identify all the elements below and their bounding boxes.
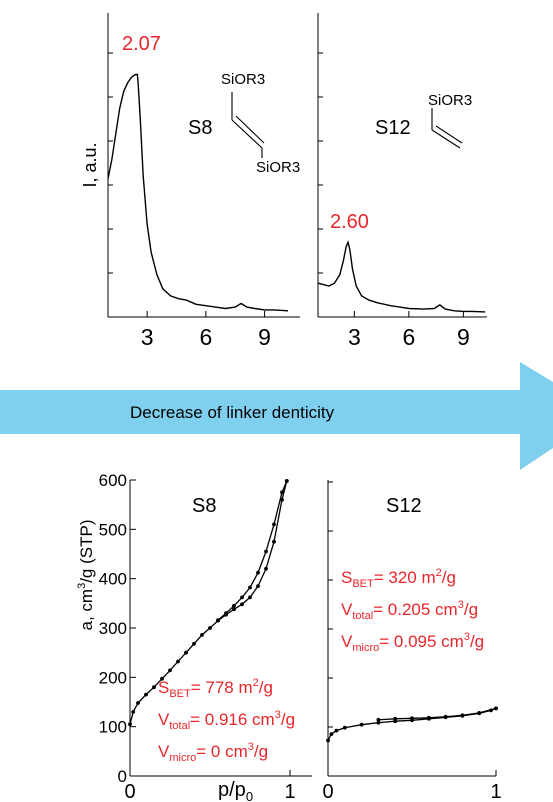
data-point xyxy=(426,715,431,720)
data-point xyxy=(256,570,260,575)
y-tick-label: 600 xyxy=(99,471,127,490)
data-point xyxy=(168,668,172,673)
peak-label-s12: 2.60 xyxy=(330,211,369,233)
x-tick-label: 1 xyxy=(490,781,501,802)
data-point xyxy=(280,490,284,495)
xrd-panel-s8: 3 6 9 I, a.u. 2.07 S8 SiOR3 SiOR3 xyxy=(80,13,300,350)
data-point xyxy=(224,611,228,616)
data-point xyxy=(136,701,140,705)
data-point xyxy=(248,595,252,600)
x-tick-label: 6 xyxy=(199,324,212,350)
data-point xyxy=(248,585,252,590)
panel-title: S8 xyxy=(192,495,216,517)
y-tick-label: 100 xyxy=(99,718,127,737)
xrd-curve-s8 xyxy=(107,73,289,312)
data-point xyxy=(160,676,164,681)
data-point xyxy=(329,732,334,736)
annotation-text: Vmicro= 0.095 cm3/g xyxy=(341,631,484,654)
x-tick-label: 9 xyxy=(457,324,470,350)
data-point xyxy=(477,711,482,715)
data-point xyxy=(240,602,244,607)
data-point xyxy=(272,539,276,544)
y-tick-label: 0 xyxy=(118,767,127,786)
structure-s8 xyxy=(231,92,265,158)
data-point xyxy=(359,722,364,727)
y-axis-label: a, cm3/g (STP) xyxy=(76,520,96,631)
isotherm-panel-s12: 0 1 S12 SBET= 320 m2/g Vtotal= 0.205 cm3/g… xyxy=(322,480,502,802)
data-point xyxy=(264,549,268,554)
peak-label-s8: 2.07 xyxy=(122,33,161,55)
data-point xyxy=(208,626,212,630)
annotation-text: Vtotal= 0.205 cm3/g xyxy=(341,599,478,622)
data-point xyxy=(443,714,448,719)
data-point xyxy=(128,722,132,727)
data-point xyxy=(376,720,381,725)
x-axis-label: p/p0 xyxy=(218,779,253,802)
data-point xyxy=(232,607,236,612)
annotation-text: Vmicro= 0 cm3/g xyxy=(158,741,268,764)
isotherm-branch xyxy=(129,480,288,725)
structure-label-top: SiOR3 xyxy=(221,71,265,88)
data-point xyxy=(144,692,148,697)
data-point xyxy=(176,659,180,664)
direction-arrow: Decrease of linker denticity xyxy=(0,362,553,470)
sample-label-s12: S12 xyxy=(375,117,411,139)
annotation-text: SBET= 778 m2/g xyxy=(158,677,273,700)
data-point xyxy=(184,650,188,655)
structure-label: SiOR3 xyxy=(428,92,472,109)
data-point xyxy=(264,566,268,571)
data-point xyxy=(342,725,347,730)
x-tick-label: 3 xyxy=(141,324,154,350)
annotation-text: SBET= 320 m2/g xyxy=(341,567,456,590)
data-point xyxy=(410,716,414,721)
x-tick-label: 0 xyxy=(322,781,333,802)
data-point xyxy=(460,713,465,718)
x-tick-label: 6 xyxy=(402,324,415,350)
sample-label-s8: S8 xyxy=(188,117,212,139)
data-point xyxy=(216,618,220,622)
data-point xyxy=(232,603,236,608)
data-point xyxy=(272,522,276,527)
x-tick-label: 3 xyxy=(348,324,361,350)
data-point xyxy=(192,641,196,646)
x-tick-label: 0 xyxy=(124,781,135,802)
isotherm-branch xyxy=(217,480,288,621)
isotherm-branch xyxy=(327,707,497,741)
data-point xyxy=(326,738,330,743)
x-tick-label: 9 xyxy=(258,324,271,350)
arrow-shape xyxy=(0,362,553,470)
xrd-panel-s12: 3 6 9 2.60 S12 SiOR3 xyxy=(317,13,487,350)
y-axis-label: I, a.u. xyxy=(80,142,100,187)
data-point xyxy=(494,706,498,711)
x-tick-label: 1 xyxy=(284,781,295,802)
panel-title: S12 xyxy=(386,495,422,517)
y-tick-label: 500 xyxy=(99,520,127,539)
data-point xyxy=(376,717,381,722)
isotherm-branch xyxy=(378,707,497,721)
xrd-curve-s12 xyxy=(317,240,486,313)
data-point xyxy=(240,595,244,600)
data-point xyxy=(284,479,289,483)
data-point xyxy=(152,685,156,690)
data-point xyxy=(334,728,339,733)
data-point xyxy=(200,633,204,637)
structure-s12 xyxy=(431,108,463,149)
y-tick-label: 200 xyxy=(99,668,127,687)
structure-label-bottom: SiOR3 xyxy=(256,159,300,176)
data-point xyxy=(256,584,260,588)
data-point xyxy=(131,710,136,714)
annotation-text: Vtotal= 0.916 cm3/g xyxy=(158,709,295,732)
data-point xyxy=(393,716,398,721)
y-tick-label: 400 xyxy=(99,570,127,589)
arrow-label: Decrease of linker denticity xyxy=(130,403,335,422)
y-tick-label: 300 xyxy=(99,619,127,638)
